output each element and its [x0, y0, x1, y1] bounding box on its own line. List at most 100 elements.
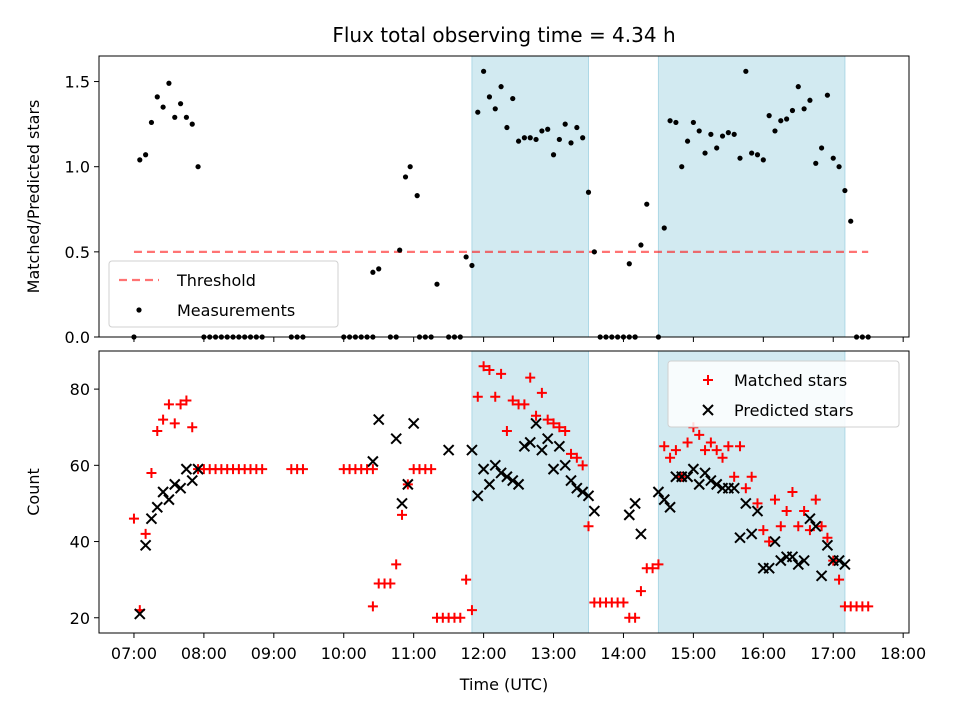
data-point	[580, 135, 586, 141]
data-point	[426, 464, 437, 475]
x-tick-label: 18:00	[880, 644, 926, 663]
data-point	[661, 225, 667, 231]
data-point	[481, 68, 487, 74]
data-point	[483, 478, 496, 491]
data-point	[818, 145, 825, 151]
data-point	[585, 189, 592, 195]
legend-predicted-swatch	[702, 404, 714, 416]
data-point	[492, 106, 498, 112]
data-point	[687, 463, 700, 475]
data-point	[743, 68, 749, 74]
data-point	[507, 395, 518, 406]
data-point	[571, 452, 582, 463]
data-point	[180, 463, 193, 475]
data-point	[397, 247, 403, 253]
data-point	[653, 559, 664, 570]
data-point	[297, 464, 308, 475]
x-tick-label: 09:00	[251, 644, 297, 663]
y-tick-label: 40	[70, 533, 90, 552]
data-point	[373, 413, 385, 426]
data-point	[550, 152, 557, 158]
top-panel: 0.0 0.5 1.0 1.5 Matched/Predicted stars Thres…	[24, 55, 910, 347]
data-point	[545, 126, 551, 132]
data-point	[562, 121, 568, 127]
data-point	[763, 562, 775, 574]
data-point	[635, 528, 647, 540]
data-point	[574, 124, 580, 131]
data-point	[758, 525, 769, 536]
data-point	[745, 528, 758, 540]
data-point	[799, 506, 810, 517]
data-point	[501, 471, 513, 483]
data-point	[434, 281, 440, 287]
data-point	[472, 391, 483, 402]
data-point	[501, 426, 512, 437]
data-point	[682, 437, 693, 448]
data-point	[839, 558, 851, 571]
data-point	[652, 486, 665, 498]
data-point	[531, 410, 542, 421]
data-point	[577, 460, 588, 471]
data-point	[525, 372, 536, 383]
legend-label: Measurements	[177, 301, 295, 320]
y-axis-label: Count	[24, 468, 43, 516]
data-point	[583, 521, 594, 532]
data-point	[582, 490, 595, 502]
data-point	[515, 138, 522, 144]
data-point	[146, 467, 157, 478]
data-point	[157, 486, 169, 498]
data-point	[665, 452, 676, 463]
data-point	[746, 471, 757, 482]
data-point	[547, 463, 560, 475]
data-point	[186, 474, 198, 487]
data-point	[553, 440, 566, 452]
data-point	[407, 164, 413, 170]
data-point	[539, 128, 545, 134]
data-point	[498, 84, 504, 90]
data-point	[402, 174, 409, 180]
data-point	[754, 152, 761, 158]
x-tick-label: 17:00	[810, 644, 856, 663]
data-point	[693, 478, 705, 491]
data-point	[530, 417, 542, 430]
data-point	[833, 554, 845, 567]
data-point	[789, 107, 796, 114]
x-axis-label: Time (UTC)	[459, 675, 548, 694]
data-point	[792, 558, 804, 571]
data-point	[793, 521, 804, 532]
y-tick-label: 1.5	[65, 73, 90, 92]
data-point	[644, 201, 650, 207]
data-point	[816, 521, 827, 532]
data-point	[541, 432, 554, 445]
data-point	[798, 554, 810, 567]
data-point	[673, 119, 679, 126]
x-tick-label: 08:00	[181, 644, 227, 663]
data-point	[635, 586, 646, 597]
x-tick-label: 14:00	[600, 644, 646, 663]
data-point	[723, 441, 734, 452]
data-point	[536, 387, 547, 398]
data-point	[618, 597, 629, 608]
data-point	[414, 193, 420, 199]
data-point	[801, 106, 807, 112]
data-point	[527, 135, 533, 141]
data-point	[694, 429, 705, 440]
legend-measurements-swatch	[136, 307, 142, 313]
data-point	[699, 467, 711, 479]
data-point	[187, 422, 198, 433]
data-point	[477, 463, 490, 475]
data-point	[472, 490, 484, 502]
data-point	[848, 218, 854, 224]
data-point	[705, 474, 717, 487]
data-point	[169, 418, 180, 429]
data-point	[466, 444, 478, 456]
data-point	[163, 399, 174, 410]
data-point	[376, 266, 382, 272]
data-point	[478, 361, 489, 372]
data-point	[172, 114, 178, 120]
data-point	[749, 150, 755, 156]
data-point	[752, 498, 763, 509]
data-point	[834, 574, 845, 585]
data-point	[684, 138, 691, 144]
data-point	[728, 482, 740, 494]
